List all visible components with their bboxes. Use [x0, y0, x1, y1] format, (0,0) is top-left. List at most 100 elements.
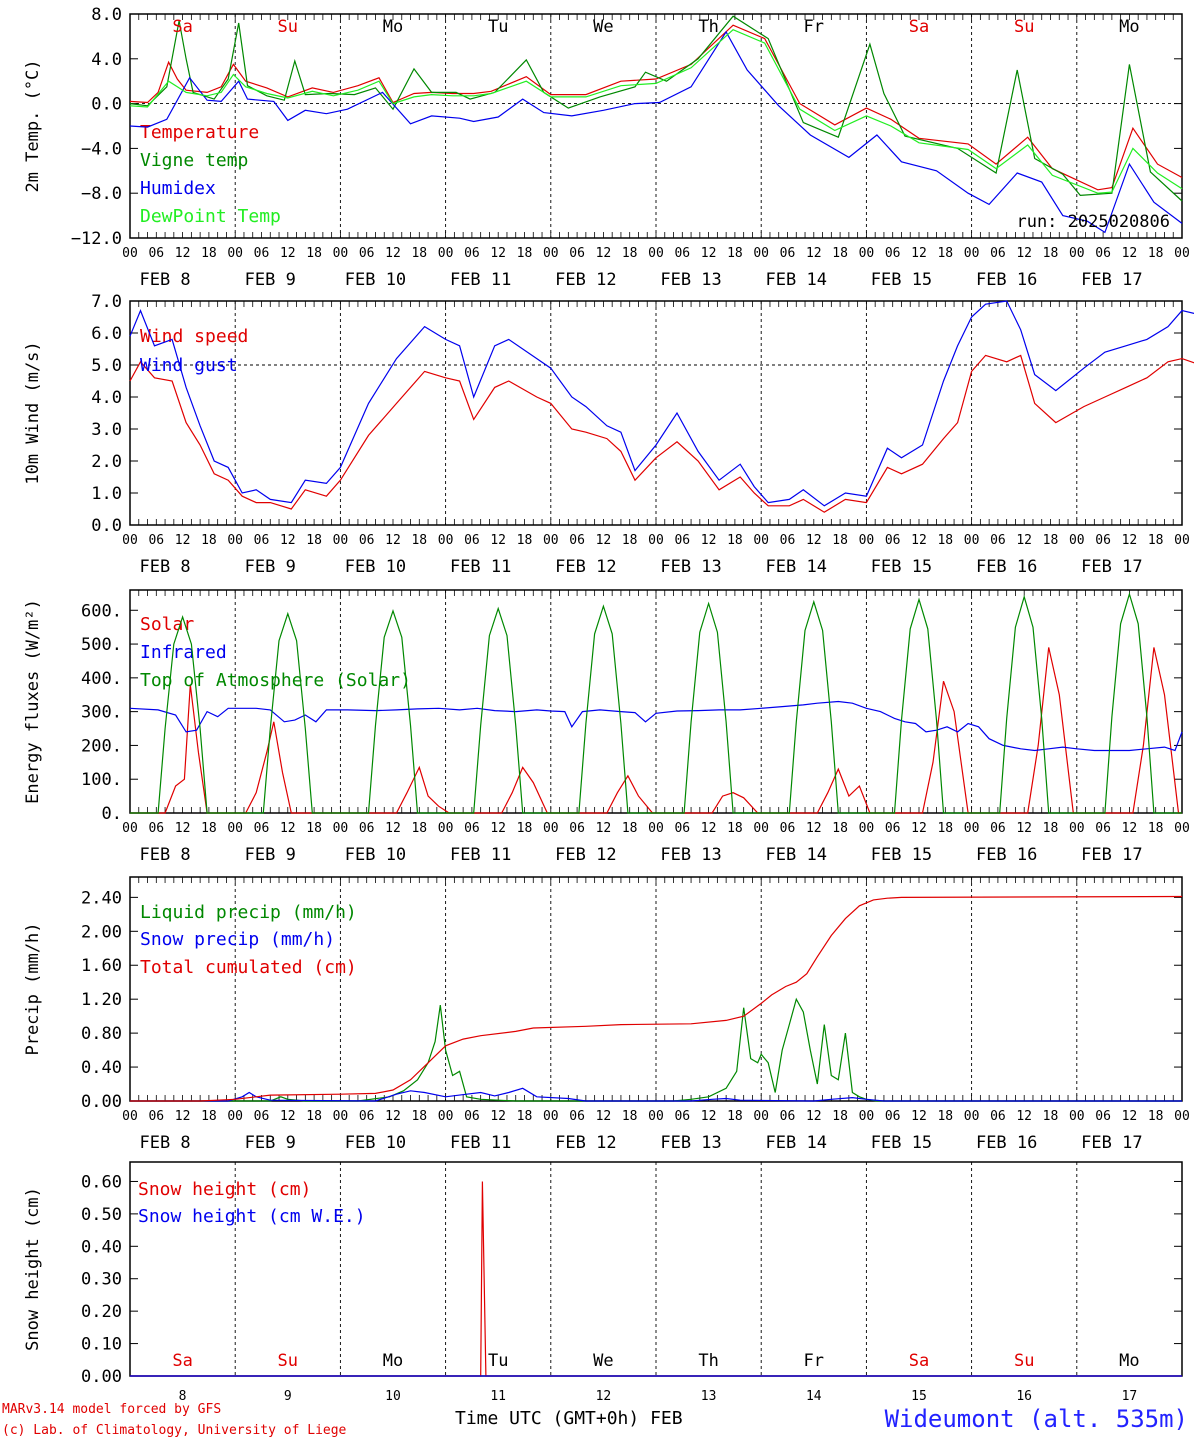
y-axis-label: Precip (mm/h) — [23, 922, 43, 1055]
hour-tick-label: 00 — [543, 1109, 559, 1124]
run-label: run: 2025020806 — [1016, 212, 1170, 232]
hour-tick-label: 06 — [990, 246, 1006, 261]
plot-frame — [129, 589, 1183, 814]
hour-tick-label: 06 — [780, 821, 796, 836]
hour-tick-label: 18 — [306, 533, 322, 548]
date-label: FEB 17 — [1081, 845, 1142, 865]
y-axis-label: 10m Wind (m/s) — [23, 341, 43, 484]
y-tick-label: 2.00 — [81, 922, 122, 942]
y-tick-label: 5.0 — [91, 356, 122, 376]
hour-tick-label: 18 — [411, 1109, 427, 1124]
hour-tick-label: 12 — [280, 246, 296, 261]
hour-tick-label: 12 — [596, 821, 612, 836]
weekday-label: Sa — [909, 17, 929, 37]
hour-tick-label: 12 — [596, 246, 612, 261]
hour-tick-label: 06 — [885, 246, 901, 261]
hour-tick-label: 00 — [122, 533, 138, 548]
hour-tick-label: 06 — [990, 1109, 1006, 1124]
hour-tick-label: 18 — [1043, 821, 1059, 836]
hour-tick-label: 06 — [1095, 821, 1111, 836]
date-label: FEB 11 — [450, 557, 511, 577]
date-label: FEB 8 — [139, 557, 190, 577]
x-tick-label: 17 — [1122, 1389, 1138, 1404]
hour-tick-label: 06 — [569, 821, 585, 836]
hour-tick-label: 12 — [911, 246, 927, 261]
hour-tick-label: 18 — [832, 533, 848, 548]
date-label: FEB 8 — [139, 845, 190, 865]
hour-tick-label: 18 — [201, 1109, 217, 1124]
date-label: FEB 8 — [139, 1133, 190, 1153]
hour-tick-label: 00 — [438, 246, 454, 261]
hour-tick-label: 06 — [674, 1109, 690, 1124]
hour-tick-label: 06 — [885, 1109, 901, 1124]
y-tick-label: 200. — [81, 736, 122, 756]
hour-tick-label: 00 — [859, 246, 875, 261]
date-label: FEB 10 — [345, 557, 406, 577]
y-tick-label: 300. — [81, 703, 122, 723]
series-line-3 — [130, 895, 1183, 1102]
date-label: FEB 13 — [660, 1133, 721, 1153]
hour-tick-label: 18 — [937, 821, 953, 836]
hour-tick-label: 00 — [227, 246, 243, 261]
hour-tick-label: 18 — [727, 1109, 743, 1124]
y-tick-label: 1.60 — [81, 956, 122, 976]
hour-tick-label: 12 — [1122, 821, 1138, 836]
hour-tick-label: 06 — [674, 246, 690, 261]
y-tick-label: 1.20 — [81, 990, 122, 1010]
hour-tick-label: 00 — [227, 533, 243, 548]
y-tick-label: 0.50 — [81, 1205, 122, 1225]
hour-tick-label: 18 — [727, 246, 743, 261]
weekday-label: Su — [278, 1351, 298, 1371]
weekday-label: Su — [1014, 1351, 1034, 1371]
x-tick-label: 13 — [701, 1389, 717, 1404]
y-tick-label: −4.0 — [81, 139, 122, 159]
hour-tick-label: 00 — [438, 533, 454, 548]
hour-tick-label: 12 — [1122, 1109, 1138, 1124]
series-line-2 — [130, 1087, 1182, 1102]
series-line-2 — [129, 700, 1183, 752]
hour-tick-label: 18 — [517, 246, 533, 261]
temperature-panel: 8.0 4.0 0.0 −4.0 −8.0 −12.0 2m Temp. (°C) 00 06 1… — [23, 5, 1190, 290]
y-axis-label: 2m Temp. (°C) — [23, 59, 43, 192]
hour-tick-label: 12 — [1016, 821, 1032, 836]
hour-tick-label: 06 — [359, 821, 375, 836]
series-line-3 — [130, 591, 1182, 814]
hour-tick-label: 00 — [122, 821, 138, 836]
weekday-label: Sa — [172, 1351, 192, 1371]
hour-tick-label: 18 — [306, 1109, 322, 1124]
hour-tick-label: 00 — [333, 533, 349, 548]
hour-tick-label: 12 — [701, 1109, 717, 1124]
hour-tick-label: 06 — [569, 533, 585, 548]
hour-tick-label: 12 — [911, 1109, 927, 1124]
hour-tick-label: 06 — [359, 246, 375, 261]
y-tick-label: 100. — [81, 770, 122, 790]
legend-entry: Liquid precip (mm/h) — [140, 902, 357, 923]
hour-tick-label: 00 — [122, 1109, 138, 1124]
date-label: FEB 8 — [139, 270, 190, 290]
hour-tick-label: 18 — [517, 533, 533, 548]
y-tick-label: 1.0 — [91, 484, 122, 504]
hour-tick-label: 18 — [306, 246, 322, 261]
hour-tick-label: 12 — [701, 533, 717, 548]
hour-tick-label: 00 — [964, 1109, 980, 1124]
y-tick-label: 0.0 — [91, 95, 122, 115]
y-tick-label: 4.0 — [91, 388, 122, 408]
energy-flux-panel: 600. 500. 400. 300. 200. 100. 0. Energy fluxes … — [23, 589, 1190, 865]
hour-tick-label: 00 — [964, 821, 980, 836]
hour-tick-label: 12 — [1122, 533, 1138, 548]
hour-tick-label: 00 — [648, 1109, 664, 1124]
hour-tick-label: 00 — [1069, 246, 1085, 261]
y-tick-label: 2.0 — [91, 452, 122, 472]
x-tick-label: 15 — [911, 1389, 927, 1404]
weekday-label: Fr — [804, 1351, 824, 1371]
date-label: FEB 10 — [345, 1133, 406, 1153]
hour-tick-label: 00 — [333, 821, 349, 836]
plot-frame — [129, 13, 1183, 239]
x-tick-label: 14 — [806, 1389, 822, 1404]
legend-entry: DewPoint Temp — [140, 206, 281, 227]
date-label: FEB 11 — [450, 845, 511, 865]
weekday-label: Th — [698, 17, 718, 37]
hour-tick-label: 12 — [490, 821, 506, 836]
series-line-1 — [130, 997, 1182, 1102]
date-label: FEB 12 — [555, 845, 616, 865]
